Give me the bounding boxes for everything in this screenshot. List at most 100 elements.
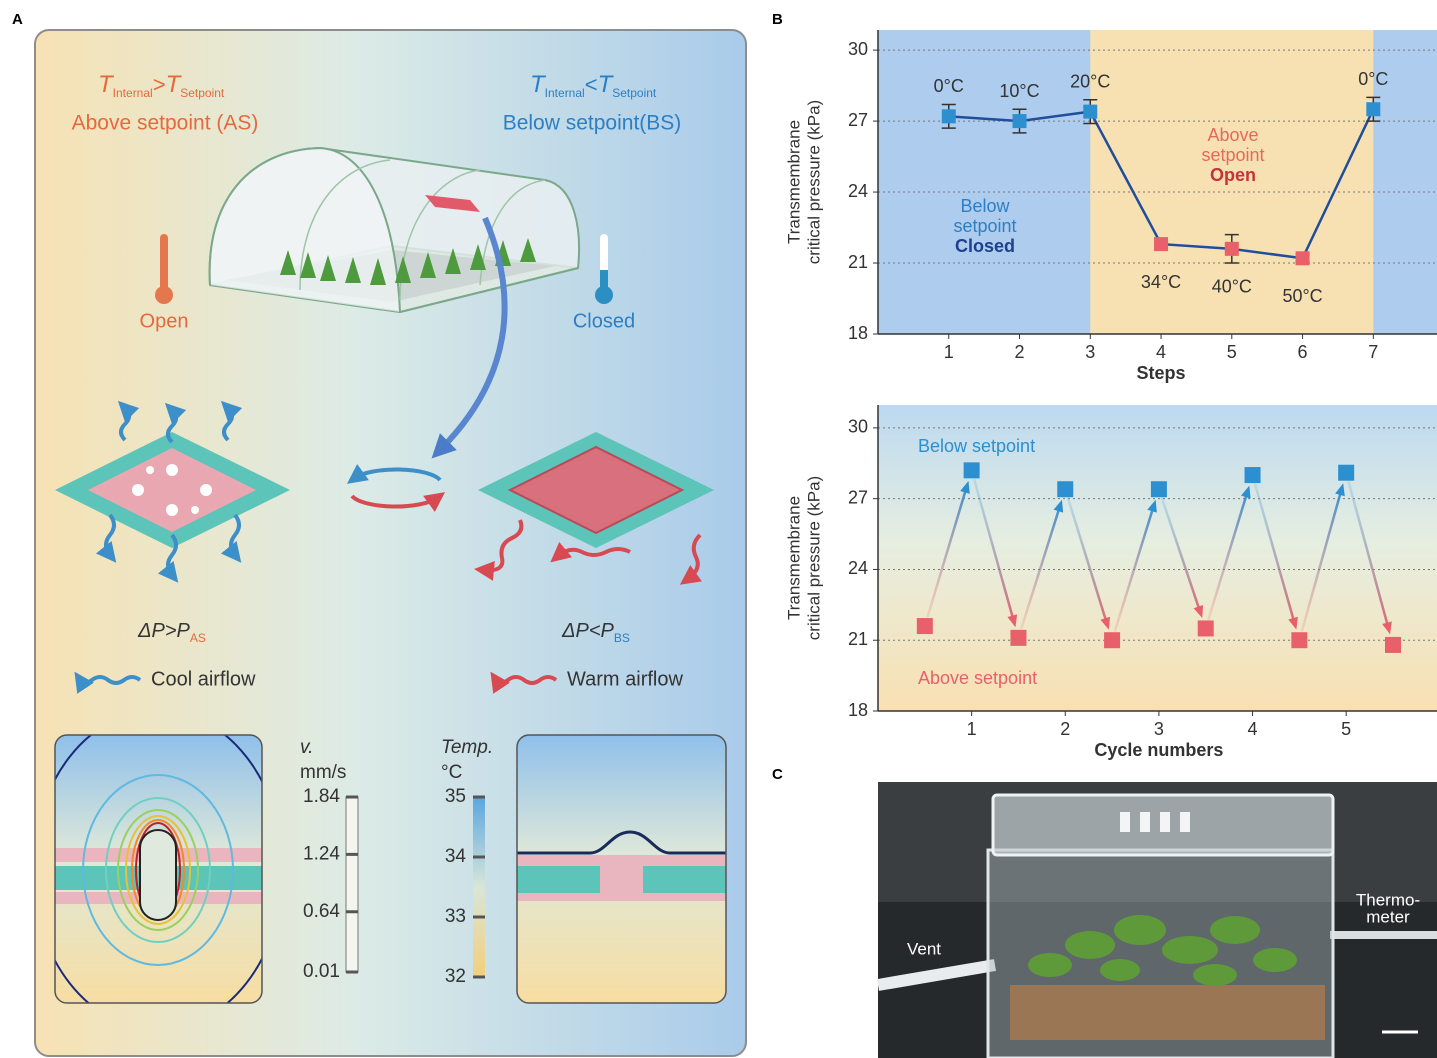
data-point: [1013, 114, 1027, 128]
colorbar-tick-label: 0.64: [303, 901, 340, 922]
point-label: 0°C: [1358, 69, 1388, 89]
panel-label: B: [772, 11, 783, 28]
y-tick-label: 18: [848, 700, 868, 720]
panel-label: A: [12, 11, 23, 28]
thermometer-label: meter: [1366, 907, 1410, 926]
panel-a: TInternal>TSetpoint TInternal<TSetpoint …: [33, 30, 746, 1056]
x-tick-label: 4: [1156, 342, 1166, 362]
point-label: 10°C: [999, 81, 1039, 101]
colorbar-title: v.: [300, 737, 313, 758]
subscript: AS: [190, 631, 206, 645]
colorbar-tick-label: 0.01: [303, 961, 340, 982]
x-tick-label: 2: [1060, 719, 1070, 739]
cool-airflow: Cool airflow: [151, 668, 256, 690]
subscript: Internal: [545, 86, 585, 100]
velocity-colorbar: [346, 797, 358, 972]
data-point: [1057, 481, 1073, 497]
temperature-colorbar: [473, 797, 485, 977]
colorbar-tick-label: 1.84: [303, 786, 340, 807]
y-tick-label: 27: [848, 110, 868, 130]
x-tick-label: 6: [1298, 342, 1308, 362]
data-point: [1338, 465, 1354, 481]
open-label: Open: [140, 310, 189, 332]
page: A B C TInternal>TSetpoint TInternal<TSet…: [0, 0, 1437, 1058]
data-point: [1245, 467, 1261, 483]
x-tick-label: 7: [1368, 342, 1378, 362]
colorbar-unit: °C: [441, 762, 462, 783]
subscript: BS: [614, 631, 630, 645]
y-tick-label: 18: [848, 323, 868, 343]
x-tick-label: 1: [944, 342, 954, 362]
pressure-text: ΔP<P: [561, 620, 614, 642]
pressure-text: ΔP>P: [137, 620, 190, 642]
data-point: [942, 109, 956, 123]
data-point: [1198, 620, 1214, 636]
x-tick-label: 1: [967, 719, 977, 739]
point-label: 40°C: [1212, 277, 1252, 297]
y-tick-label: 24: [848, 181, 868, 201]
annotation: Above: [1207, 125, 1258, 145]
below-title: Below setpoint(BS): [503, 112, 682, 135]
data-point: [1151, 481, 1167, 497]
above-title: Above setpoint (AS): [72, 112, 259, 135]
data-point: [1291, 632, 1307, 648]
x-tick-label: 5: [1227, 342, 1237, 362]
colorbar-title: Temp.: [441, 737, 493, 758]
y-tick-label: 21: [848, 252, 868, 272]
warm-airflow: Warm airflow: [567, 668, 683, 690]
y-axis-label: critical pressure (kPa): [804, 100, 823, 264]
point-label: 50°C: [1282, 286, 1322, 306]
x-tick-label: 3: [1085, 342, 1095, 362]
point-label: 34°C: [1141, 272, 1181, 292]
y-axis-label: Transmembrane: [784, 496, 803, 620]
data-point: [1296, 251, 1310, 265]
annotation: setpoint: [953, 216, 1016, 236]
x-axis-label: Cycle numbers: [1094, 740, 1223, 760]
annotation: setpoint: [1201, 145, 1264, 165]
data-point: [1104, 632, 1120, 648]
data-point: [1385, 637, 1401, 653]
colorbar-tick-label: 34: [445, 846, 467, 867]
annotation: Below: [960, 196, 1010, 216]
figure: A B C TInternal>TSetpoint TInternal<TSet…: [0, 0, 1437, 1058]
annotation: Closed: [955, 236, 1015, 256]
y-tick-label: 30: [848, 417, 868, 437]
closed-label: Closed: [573, 310, 635, 332]
colorbar-tick-label: 32: [445, 966, 466, 987]
point-label: 20°C: [1070, 71, 1110, 91]
data-point: [1366, 102, 1380, 116]
data-point: [917, 618, 933, 634]
point-label: 0°C: [934, 76, 964, 96]
data-point: [1225, 242, 1239, 256]
y-axis-label: Transmembrane: [784, 120, 803, 244]
y-tick-label: 21: [848, 629, 868, 649]
data-point: [1083, 105, 1097, 119]
y-tick-label: 24: [848, 558, 868, 578]
operator: >: [153, 72, 166, 97]
x-axis-label: Steps: [1137, 363, 1186, 383]
x-tick-label: 4: [1248, 719, 1258, 739]
subscript: Setpoint: [180, 86, 225, 100]
vent-label: Vent: [907, 939, 941, 958]
annotation: Open: [1210, 165, 1256, 185]
x-tick-label: 5: [1341, 719, 1351, 739]
x-tick-label: 3: [1154, 719, 1164, 739]
colorbar-tick-label: 35: [445, 786, 466, 807]
data-point: [1154, 237, 1168, 251]
colorbar-unit: mm/s: [300, 762, 346, 783]
data-point: [1010, 630, 1026, 646]
series-label: Above setpoint: [918, 668, 1037, 688]
velocity-simulation: [33, 710, 283, 1030]
y-axis-label: critical pressure (kPa): [804, 476, 823, 640]
colorbar-tick-label: 1.24: [303, 843, 340, 864]
series-label: Below setpoint: [918, 436, 1035, 456]
y-tick-label: 27: [848, 487, 868, 507]
temperature-simulation: [517, 735, 726, 1003]
x-tick-label: 2: [1015, 342, 1025, 362]
subscript: Setpoint: [612, 86, 657, 100]
y-tick-label: 30: [848, 39, 868, 59]
data-point: [964, 462, 980, 478]
operator: <: [585, 72, 598, 97]
colorbar-tick-label: 33: [445, 906, 466, 927]
panel-c-photo: [878, 782, 1437, 1058]
